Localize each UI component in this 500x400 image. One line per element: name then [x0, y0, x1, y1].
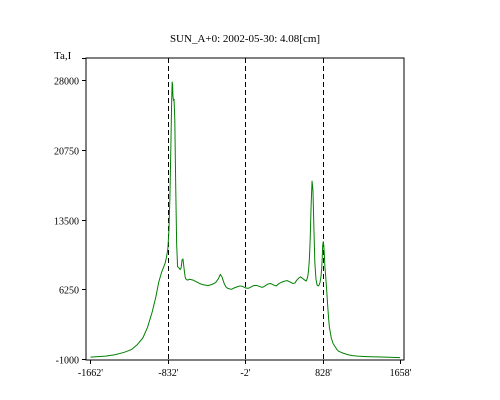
series-layer [90, 81, 401, 359]
y-tick-label-2: 13500 [54, 217, 79, 228]
x-tick-label-2: -2' [240, 368, 250, 379]
x-tick-label-0: -1662' [78, 368, 103, 379]
y-axis: -1000 6250 13500 20750 28000 [54, 58, 86, 367]
x-axis: -1662' -832' -2' 828' 1658' [78, 360, 412, 379]
y-tick-label-0: -1000 [56, 356, 79, 367]
y-tick-label-4: 28000 [54, 77, 79, 88]
x-tick-label-4: 1658' [390, 368, 412, 379]
vline-layer [168, 58, 324, 360]
y-tick-label-1: 6250 [59, 286, 79, 297]
chart-title: SUN_A+0: 2002-05-30: 4.08[cm] [170, 33, 320, 45]
y-tick-label-3: 20750 [54, 147, 79, 158]
x-tick-label-1: -832' [158, 368, 178, 379]
y-axis-label: Ta,I [54, 50, 72, 62]
x-tick-label-3: 828' [315, 368, 332, 379]
series-line-0 [90, 81, 401, 359]
